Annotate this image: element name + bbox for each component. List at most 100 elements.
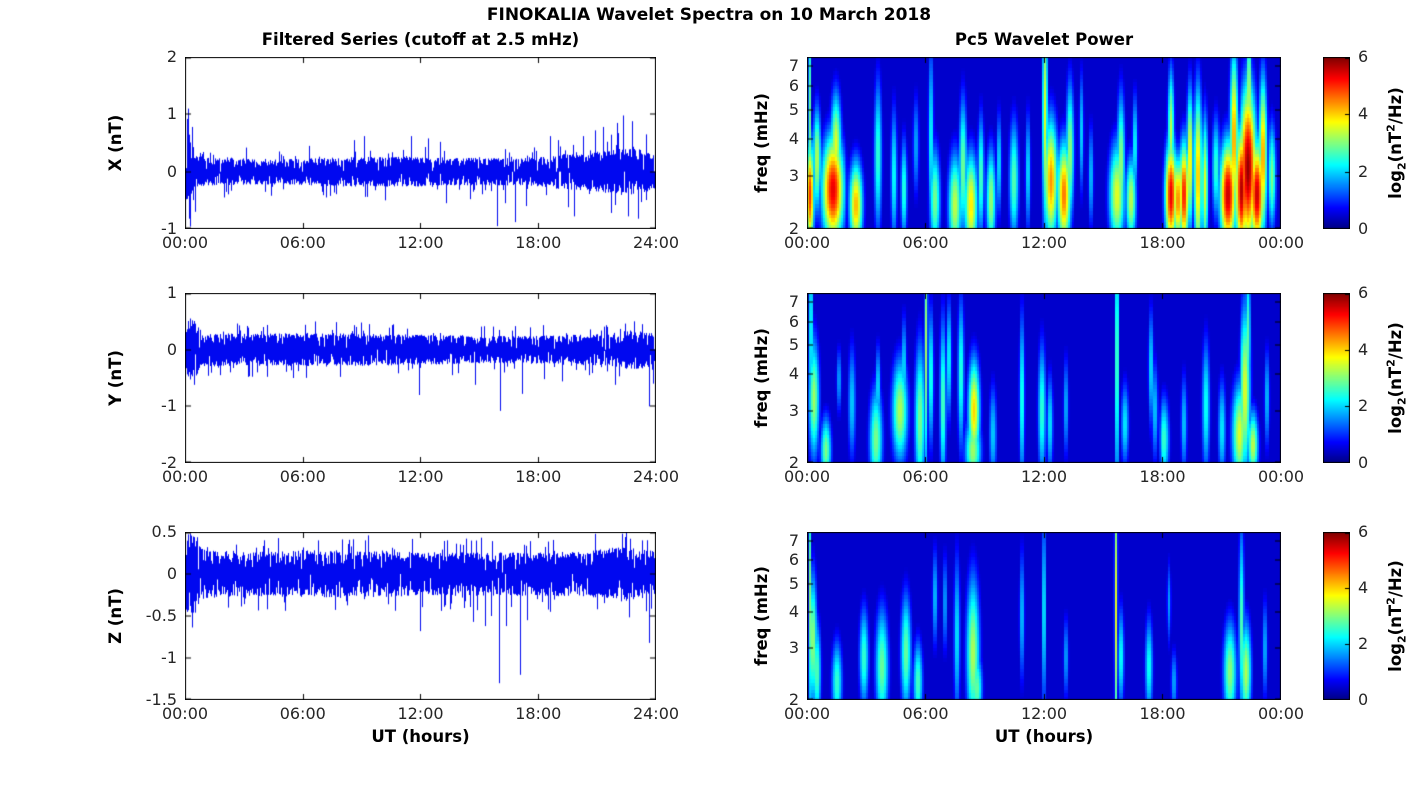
right-x-tick-label: 18:00	[1139, 233, 1186, 252]
colorbar-label-middle: log2(nT2/Hz)	[1383, 322, 1412, 434]
right-x-axis-label: UT (hours)	[994, 727, 1094, 746]
colorbar-tick-label: 0	[1358, 219, 1369, 238]
colorbar-y	[1323, 293, 1350, 463]
colorbar-tick-label: 6	[1358, 283, 1369, 302]
freq-y-tick-label: 7	[788, 530, 799, 550]
colorbar-label-text: /Hz)	[1386, 87, 1406, 125]
right-x-tick-label: 12:00	[1020, 467, 1068, 486]
freq-y-tick-label: 2	[788, 219, 799, 238]
colorbar-tick-label: 0	[1358, 690, 1369, 709]
left-x-tick-label: 06:00	[279, 467, 326, 486]
freq-y-tick-label: 7	[788, 291, 799, 311]
freq-y-tick-label: 6	[788, 311, 799, 331]
colorbar-tick-label: 4	[1358, 339, 1369, 359]
freq-y-tick-label: 2	[788, 453, 799, 472]
y-wavelet-spectrogram	[807, 293, 1281, 463]
left-x-tick-label: 00:00	[161, 704, 209, 723]
right-column-title: Pc5 Wavelet Power	[954, 30, 1134, 49]
freq-y-tick-label: 5	[788, 99, 799, 119]
freq-y-tick-label: 5	[788, 335, 799, 355]
x-series-plot	[185, 57, 656, 229]
left-x-tick-label: 24:00	[632, 704, 680, 723]
freq-y-tick-label: 4	[788, 601, 799, 621]
freq-y-tick-label: 6	[788, 550, 799, 570]
colorbar-tick-label: 4	[1358, 104, 1369, 124]
series-y-tick-label: 0	[166, 339, 177, 359]
left-x-tick-label: 18:00	[515, 467, 562, 486]
freq-y-tick-label: 6	[788, 76, 799, 96]
freq-y-tick-label: 4	[788, 363, 799, 383]
z-wavelet-spectrogram	[807, 532, 1281, 700]
freq-y-tick-label: 7	[788, 55, 799, 75]
colorbar-label-bottom: log2(nT2/Hz)	[1383, 560, 1412, 672]
colorbar-tick-label: 2	[1358, 161, 1369, 181]
series-y-tick-label: -0.5	[145, 606, 177, 625]
right-x-tick-label: 00:00	[1257, 233, 1305, 252]
left-x-tick-label: 06:00	[279, 704, 326, 723]
freq-y-tick-label: 5	[788, 573, 799, 593]
series-y-tick-label: -2	[161, 453, 177, 472]
left-x-tick-label: 18:00	[515, 233, 562, 252]
colorbar-label-text: (nT	[1386, 366, 1406, 398]
right-x-tick-label: 00:00	[783, 233, 831, 252]
colorbar-label-superscript: 2	[1384, 124, 1398, 132]
colorbar-label-text: (nT	[1386, 604, 1406, 636]
freq-axis-label-top: freq (mHz)	[752, 93, 771, 193]
series-y-tick-label: -1	[161, 219, 177, 238]
series-y-tick-label: -1	[161, 648, 177, 667]
left-x-tick-label: 12:00	[397, 704, 444, 723]
left-x-tick-label: 06:00	[279, 233, 326, 252]
right-x-tick-label: 18:00	[1139, 704, 1186, 723]
colorbar-label-text: /Hz)	[1386, 560, 1406, 598]
colorbar-z	[1323, 532, 1350, 700]
colorbar-label-superscript: 2	[1384, 597, 1398, 605]
left-x-tick-label: 18:00	[515, 704, 562, 723]
y-series-plot	[185, 293, 656, 463]
colorbar-tick-label: 2	[1358, 634, 1369, 653]
left-x-tick-label: 24:00	[632, 233, 680, 252]
colorbar-label-subscript: 2	[1395, 397, 1409, 406]
right-x-tick-label: 00:00	[783, 704, 831, 723]
freq-axis-label-bottom: freq (mHz)	[752, 566, 771, 666]
series-y-tick-label: 1	[166, 104, 177, 124]
right-x-tick-label: 00:00	[783, 467, 831, 486]
colorbar-tick-label: 2	[1358, 396, 1369, 416]
right-x-tick-label: 12:00	[1020, 233, 1068, 252]
right-x-tick-label: 00:00	[1257, 704, 1305, 723]
left-x-tick-label: 00:00	[161, 233, 209, 252]
right-x-tick-label: 06:00	[902, 467, 949, 486]
freq-y-tick-label: 3	[788, 400, 799, 420]
colorbar-label-text: log	[1386, 170, 1406, 199]
series-y-tick-label: -1.5	[145, 690, 177, 709]
left-x-axis-label: UT (hours)	[371, 727, 470, 746]
colorbar-label-text: log	[1386, 643, 1406, 672]
right-x-tick-label: 18:00	[1139, 467, 1186, 486]
x-wavelet-spectrogram	[807, 57, 1281, 229]
colorbar-x	[1323, 57, 1350, 229]
series-y-tick-label: 1	[166, 283, 177, 302]
right-x-tick-label: 12:00	[1020, 704, 1068, 723]
left-x-tick-label: 12:00	[397, 467, 444, 486]
series-y-tick-label: -1	[161, 396, 177, 416]
series-y-tick-label: 2	[166, 47, 177, 66]
left-x-tick-label: 00:00	[161, 467, 209, 486]
freq-y-tick-label: 3	[788, 166, 799, 186]
colorbar-tick-label: 4	[1358, 578, 1369, 597]
right-x-tick-label: 06:00	[902, 233, 949, 252]
right-x-tick-label: 00:00	[1257, 467, 1305, 486]
right-x-tick-label: 06:00	[902, 704, 949, 723]
freq-y-tick-label: 2	[788, 690, 799, 709]
colorbar-label-subscript: 2	[1395, 635, 1409, 644]
series-y-tick-label: 0	[166, 161, 177, 181]
freq-y-tick-label: 4	[788, 128, 799, 148]
colorbar-label-top: log2(nT2/Hz)	[1383, 87, 1412, 199]
colorbar-tick-label: 0	[1358, 453, 1369, 472]
figure-title: FINOKALIA Wavelet Spectra on 10 March 20…	[486, 5, 932, 25]
series-y-tick-label: 0	[166, 564, 177, 583]
colorbar-label-subscript: 2	[1395, 162, 1409, 171]
freq-y-tick-label: 3	[788, 638, 799, 658]
left-x-tick-label: 12:00	[397, 233, 444, 252]
colorbar-tick-label: 6	[1358, 522, 1369, 541]
series-y-tick-label: 0.5	[151, 522, 177, 541]
